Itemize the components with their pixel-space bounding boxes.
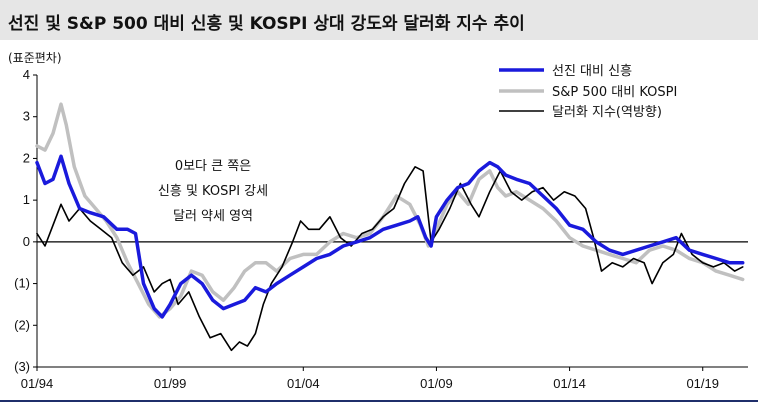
title-bar: 선진 및 S&P 500 대비 신흥 및 KOSPI 상대 강도와 달러화 지수… <box>0 0 758 40</box>
legend-label-0: 선진 대비 신흥 <box>552 64 632 79</box>
y-tick-label: 2 <box>23 150 30 165</box>
y-tick-label: 3 <box>23 109 30 124</box>
annotation-line: 신흥 및 KOSPI 강세 <box>158 184 268 199</box>
bottom-rule <box>0 400 758 402</box>
y-tick-label: (3) <box>14 359 30 374</box>
y-unit-label: (표준편차) <box>8 51 62 65</box>
x-tick-label: 01/94 <box>21 376 54 391</box>
y-tick-label: (2) <box>14 317 30 332</box>
y-tick-label: 4 <box>23 67 30 82</box>
y-tick-label: (1) <box>14 276 30 291</box>
series-line-2 <box>36 166 744 352</box>
x-tick-label: 01/09 <box>420 376 453 391</box>
x-tick-label: 01/04 <box>287 376 320 391</box>
legend-label-1: S&P 500 대비 KOSPI <box>552 85 677 100</box>
annotation-line: 달러 약세 영역 <box>173 209 253 224</box>
x-tick-label: 01/19 <box>686 376 719 391</box>
y-tick-label: 0 <box>23 234 30 249</box>
annotation-line: 0보다 큰 쪽은 <box>175 159 251 174</box>
series-line-1 <box>35 102 745 319</box>
series-line-0 <box>35 154 745 319</box>
y-tick-label: 1 <box>23 192 30 207</box>
x-tick-label: 01/99 <box>154 376 187 391</box>
x-tick-label: 01/14 <box>553 376 586 391</box>
legend-label-2: 달러화 지수(역방향) <box>552 105 662 120</box>
chart-title: 선진 및 S&P 500 대비 신흥 및 KOSPI 상대 강도와 달러화 지수… <box>8 14 525 34</box>
